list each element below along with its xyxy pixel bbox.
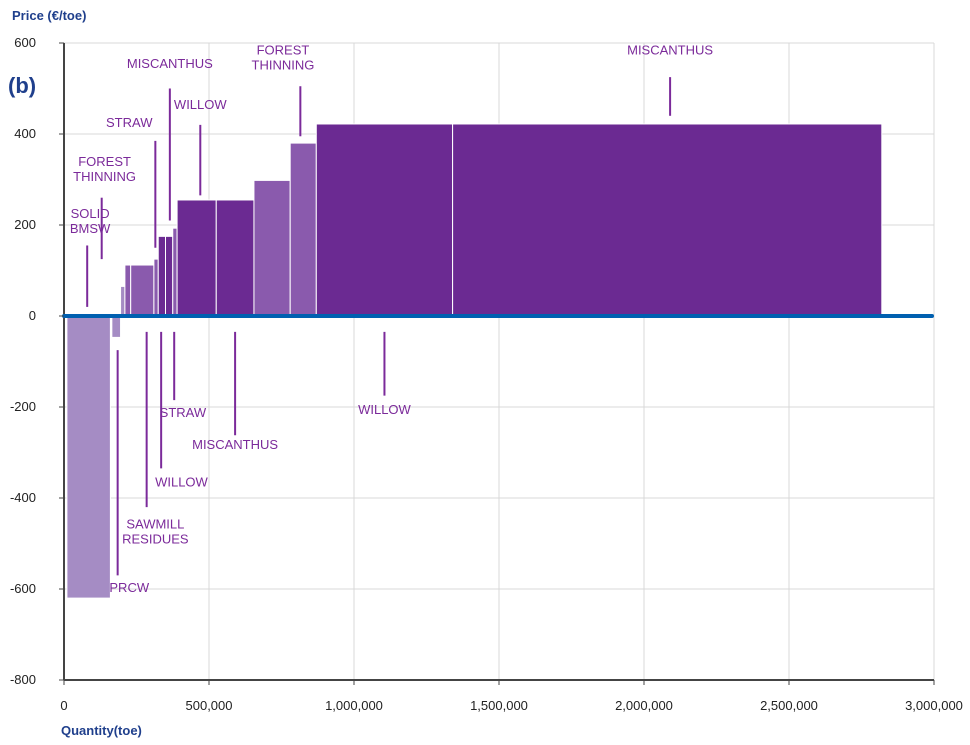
annotation-label: THINNING bbox=[252, 57, 315, 72]
bar-segment bbox=[120, 285, 126, 317]
panel-label: (b) bbox=[8, 73, 36, 98]
bar-segment bbox=[315, 123, 454, 317]
bar-segment bbox=[165, 235, 174, 317]
annotation-label: FOREST bbox=[78, 154, 131, 169]
annotation-label: STRAW bbox=[160, 405, 207, 420]
x-tick-label: 2,500,000 bbox=[760, 698, 818, 713]
annotation-label: PRCW bbox=[109, 580, 149, 595]
tick-labels: -800 -600 -400 -200 0 200 400 600 0 500,000 1,000,… bbox=[10, 35, 963, 713]
bar-segment bbox=[111, 315, 122, 338]
bars bbox=[66, 123, 883, 599]
bar-segment bbox=[66, 315, 111, 599]
annotation-label: MISCANTHUS bbox=[627, 42, 713, 57]
axes bbox=[59, 42, 935, 685]
bar-segment bbox=[452, 123, 883, 317]
x-tick-label: 3,000,000 bbox=[905, 698, 963, 713]
bar-segment bbox=[215, 199, 255, 317]
y-tick-label: 600 bbox=[14, 35, 36, 50]
bar-segment bbox=[153, 258, 159, 317]
bar-segment bbox=[253, 179, 291, 317]
annotation-label: SOLID bbox=[71, 206, 110, 221]
annotation-label: THINNING bbox=[73, 169, 136, 184]
annotation-label: WILLOW bbox=[155, 475, 208, 490]
y-tick-label: -200 bbox=[10, 399, 36, 414]
annotation-label: BMSW bbox=[70, 221, 111, 236]
bar-segment bbox=[172, 227, 178, 317]
y-axis-title: Price (€/toe) bbox=[12, 8, 86, 23]
annotation-label: FOREST bbox=[257, 42, 310, 57]
x-tick-label: 0 bbox=[60, 698, 67, 713]
annotation-label: MISCANTHUS bbox=[127, 56, 213, 71]
y-tick-label: -800 bbox=[10, 672, 36, 687]
y-tick-label: 200 bbox=[14, 217, 36, 232]
y-tick-label: -600 bbox=[10, 581, 36, 596]
bar-segment bbox=[130, 264, 155, 317]
annotation-label: WILLOW bbox=[358, 402, 411, 417]
annotation-label: RESIDUES bbox=[122, 531, 189, 546]
x-axis-title: Quantity(toe) bbox=[61, 723, 142, 738]
y-tick-label: 400 bbox=[14, 126, 36, 141]
bar-segment bbox=[124, 264, 132, 317]
annotation-label: STRAW bbox=[106, 115, 153, 130]
y-tick-label: 0 bbox=[29, 308, 36, 323]
bar-segment bbox=[289, 142, 317, 317]
y-tick-label: -400 bbox=[10, 490, 36, 505]
x-tick-label: 2,000,000 bbox=[615, 698, 673, 713]
x-tick-label: 1,000,000 bbox=[325, 698, 383, 713]
annotation-label: WILLOW bbox=[174, 97, 227, 112]
annotation-label: SAWMILL bbox=[126, 516, 184, 531]
bar-segment bbox=[176, 199, 217, 317]
x-tick-label: 1,500,000 bbox=[470, 698, 528, 713]
annotations: MISCANTHUSFORESTTHINNINGMISCANTHUSWILLOW… bbox=[70, 42, 714, 595]
bar-segment bbox=[157, 235, 166, 317]
x-tick-label: 500,000 bbox=[186, 698, 233, 713]
annotation-label: MISCANTHUS bbox=[192, 437, 278, 452]
